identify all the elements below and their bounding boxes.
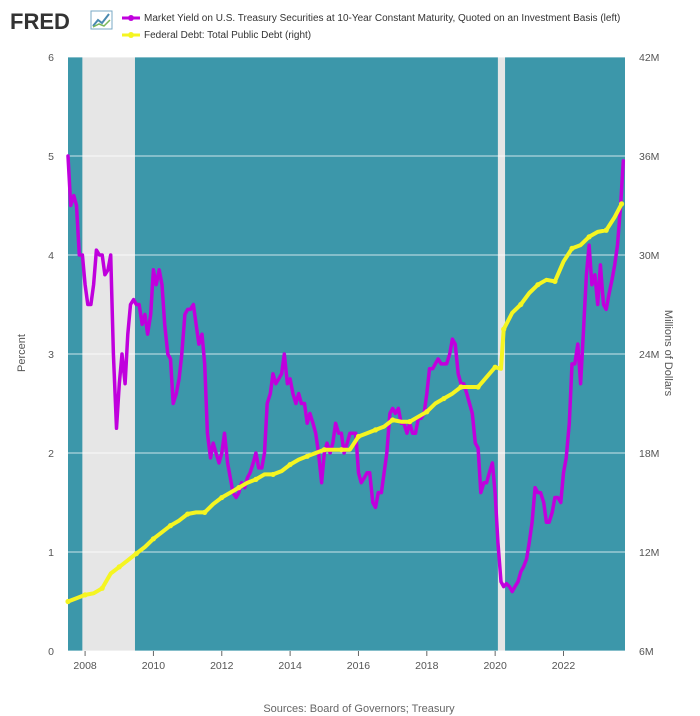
point-federal-debt bbox=[569, 245, 575, 251]
x-tick-label: 2014 bbox=[278, 660, 302, 672]
left-tick-label: 6 bbox=[48, 52, 54, 64]
series-line-federal-debt bbox=[66, 201, 624, 604]
point-federal-debt bbox=[219, 494, 225, 501]
right-tick-label: 24M bbox=[639, 349, 659, 361]
right-axis-title: Millions of Dollars bbox=[662, 310, 674, 397]
point-federal-debt bbox=[202, 509, 208, 515]
left-axis-title: Percent bbox=[16, 334, 28, 372]
legend-item-treasury-yield[interactable]: Market Yield on U.S. Treasury Securities… bbox=[122, 13, 620, 24]
x-tick-label: 2016 bbox=[347, 660, 371, 672]
legend: Market Yield on U.S. Treasury Securities… bbox=[122, 13, 620, 41]
right-tick-label: 36M bbox=[639, 151, 659, 163]
point-federal-debt bbox=[304, 453, 310, 459]
left-tick-label: 0 bbox=[48, 646, 54, 658]
fred-logo-text: FRED bbox=[10, 9, 70, 34]
left-tick-label: 1 bbox=[48, 547, 54, 559]
point-federal-debt bbox=[185, 511, 191, 517]
point-federal-debt bbox=[458, 384, 464, 390]
point-federal-debt bbox=[535, 282, 541, 288]
point-federal-debt bbox=[586, 234, 592, 240]
point-federal-debt bbox=[501, 326, 507, 332]
x-tick-label: 2022 bbox=[552, 660, 576, 672]
x-tick-label: 2018 bbox=[415, 660, 439, 672]
point-federal-debt bbox=[603, 227, 609, 233]
left-tick-label: 4 bbox=[48, 250, 54, 262]
x-tick-label: 2020 bbox=[483, 660, 507, 672]
point-federal-debt bbox=[518, 301, 524, 308]
x-tick-label: 2012 bbox=[210, 660, 234, 672]
point-federal-debt bbox=[372, 427, 379, 433]
source-note: Sources: Board of Governors; Treasury bbox=[263, 703, 455, 715]
x-axis: 2008 2010 2012 2014 2016 2018 2020 2022 bbox=[73, 651, 575, 672]
point-federal-debt bbox=[390, 417, 396, 423]
left-tick-label: 2 bbox=[48, 448, 54, 460]
point-federal-debt bbox=[424, 409, 430, 415]
point-federal-debt bbox=[355, 433, 362, 440]
point-federal-debt bbox=[167, 523, 174, 529]
legend-marker-federal-debt bbox=[128, 32, 134, 38]
x-tick-label: 2008 bbox=[73, 660, 97, 672]
right-axis: 6M 12M 18M 24M 30M 36M 42M bbox=[639, 52, 659, 658]
point-federal-debt bbox=[65, 598, 71, 605]
point-federal-debt bbox=[253, 476, 259, 482]
left-axis: 0 1 2 3 4 5 6 bbox=[48, 52, 54, 658]
point-federal-debt bbox=[338, 447, 344, 453]
fred-logo[interactable]: FRED bbox=[10, 9, 113, 34]
point-federal-debt bbox=[552, 278, 558, 284]
point-federal-debt bbox=[270, 471, 276, 478]
point-federal-debt bbox=[236, 485, 242, 491]
point-federal-debt bbox=[441, 395, 447, 402]
legend-marker-treasury-yield bbox=[128, 15, 134, 21]
right-tick-label: 12M bbox=[639, 547, 659, 559]
point-federal-debt bbox=[475, 384, 481, 390]
series-lines bbox=[65, 154, 626, 605]
legend-item-federal-debt[interactable]: Federal Debt: Total Public Debt (right) bbox=[122, 30, 311, 41]
point-federal-debt bbox=[407, 419, 413, 425]
left-tick-label: 5 bbox=[48, 151, 54, 163]
fred-graph-icon bbox=[90, 10, 113, 30]
point-federal-debt bbox=[82, 592, 88, 598]
right-tick-label: 30M bbox=[639, 250, 659, 262]
series-federal-debt[interactable] bbox=[65, 201, 625, 605]
legend-label-treasury-yield: Market Yield on U.S. Treasury Securities… bbox=[144, 13, 620, 24]
point-federal-debt bbox=[116, 564, 122, 570]
right-tick-label: 42M bbox=[639, 52, 659, 64]
point-federal-debt bbox=[321, 447, 327, 453]
point-federal-debt bbox=[150, 536, 157, 542]
left-tick-label: 3 bbox=[48, 349, 54, 361]
gridlines bbox=[68, 56, 625, 652]
point-federal-debt bbox=[287, 461, 293, 468]
point-federal-debt bbox=[133, 551, 139, 557]
right-tick-label: 6M bbox=[639, 646, 654, 658]
right-tick-label: 18M bbox=[639, 448, 659, 460]
point-federal-debt bbox=[618, 201, 625, 207]
point-federal-debt bbox=[99, 585, 105, 591]
point-federal-debt bbox=[492, 364, 498, 370]
x-tick-label: 2010 bbox=[142, 660, 166, 672]
legend-label-federal-debt: Federal Debt: Total Public Debt (right) bbox=[144, 30, 311, 41]
